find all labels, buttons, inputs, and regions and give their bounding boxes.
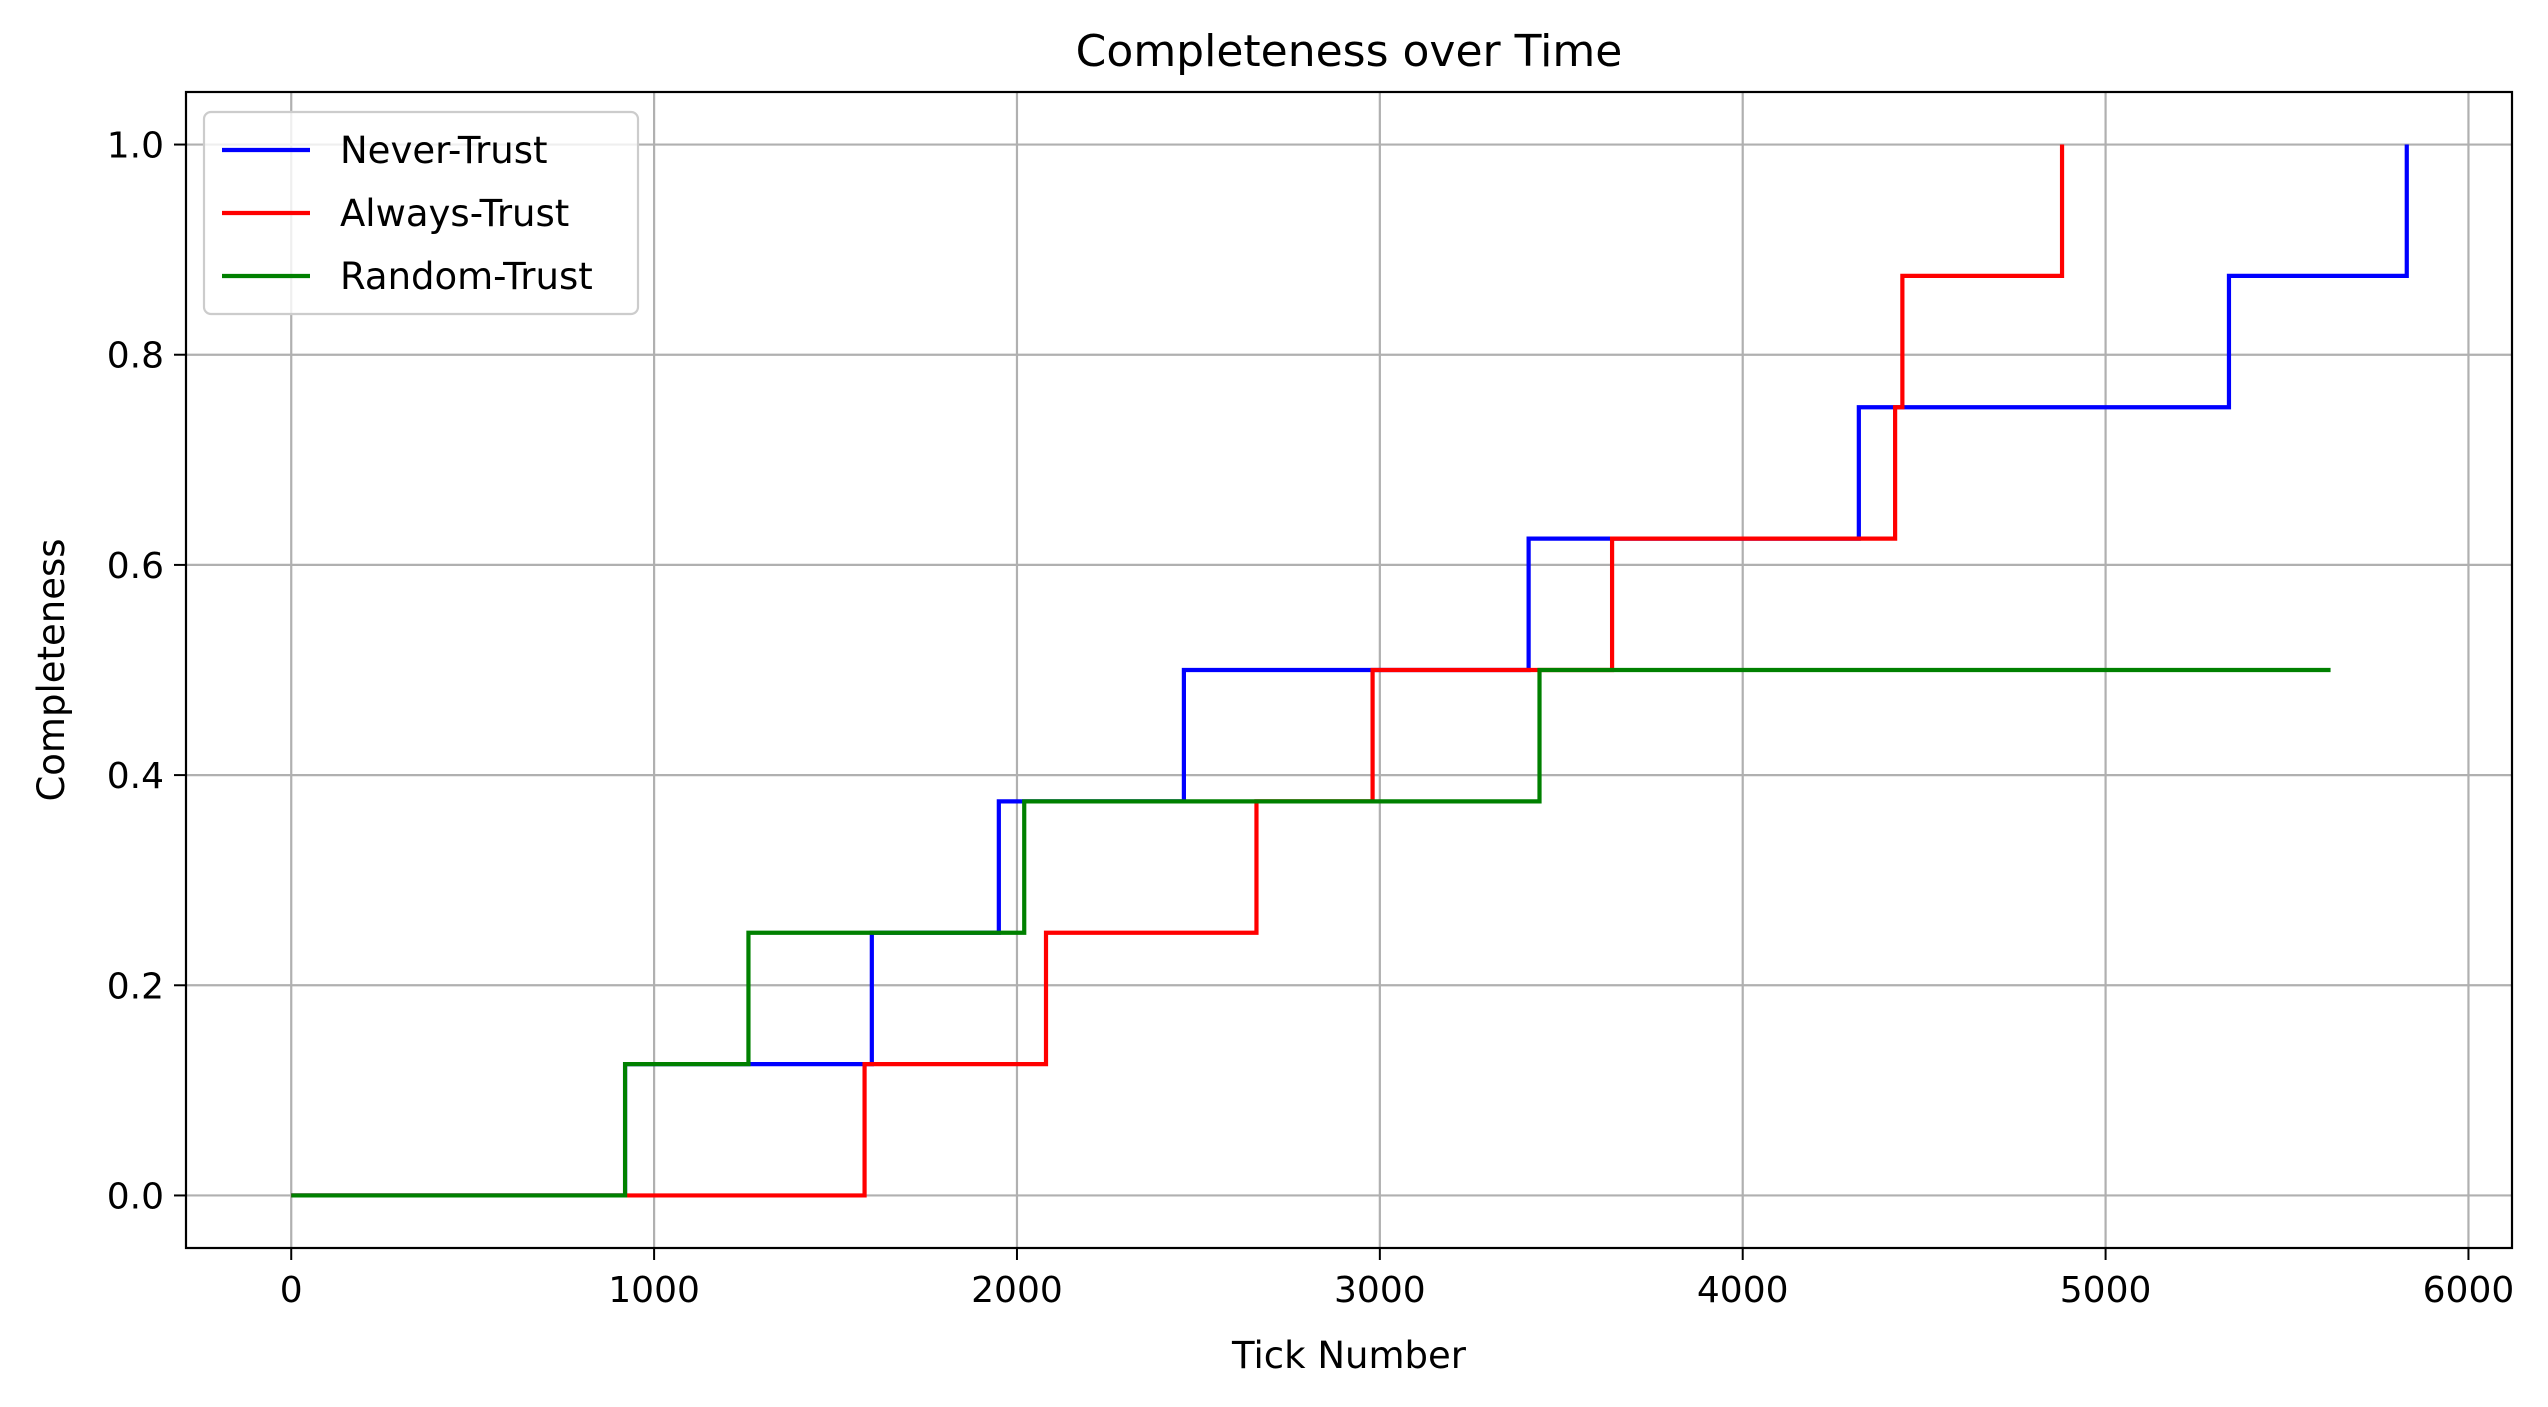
tick-layer: 0 1000 2000 3000 4000 5000 6000 0.0 0.2 0.4 0.6 0.8…	[107, 126, 2515, 1311]
y-tick-label: 0.2	[107, 966, 164, 1007]
legend-label-always-trust: Always-Trust	[340, 192, 569, 235]
y-axis-label: Completeness	[30, 538, 73, 801]
legend-label-random-trust: Random-Trust	[340, 255, 593, 298]
x-tick-label: 1000	[608, 1270, 700, 1311]
y-tick-label: 1.0	[107, 126, 164, 167]
series-line-always-trust	[291, 144, 2065, 1198]
x-tick-label: 6000	[2423, 1270, 2515, 1311]
x-tick-label: 2000	[971, 1270, 1063, 1311]
series-layer	[291, 144, 2409, 1198]
y-tick-label: 0.0	[107, 1176, 164, 1217]
y-tick-label: 0.4	[107, 756, 164, 797]
y-tick-label: 0.6	[107, 546, 164, 587]
series-line-never-trust	[291, 144, 2409, 1198]
legend-box	[202, 110, 640, 316]
plot-frame	[184, 90, 2514, 1250]
chart-title: Completeness over Time	[1076, 26, 1623, 77]
x-tick-label: 3000	[1334, 1270, 1426, 1311]
x-tick-label: 5000	[2060, 1270, 2152, 1311]
x-tick-label: 0	[280, 1270, 303, 1311]
y-tick-label: 0.8	[107, 336, 164, 377]
x-tick-label: 4000	[1697, 1270, 1789, 1311]
legend-label-never-trust: Never-Trust	[340, 129, 548, 172]
x-axis-label: Tick Number	[1231, 1334, 1467, 1377]
series-line-random-trust	[291, 667, 2331, 1198]
legend: Never-Trust Always-Trust Random-Trust	[202, 110, 640, 316]
